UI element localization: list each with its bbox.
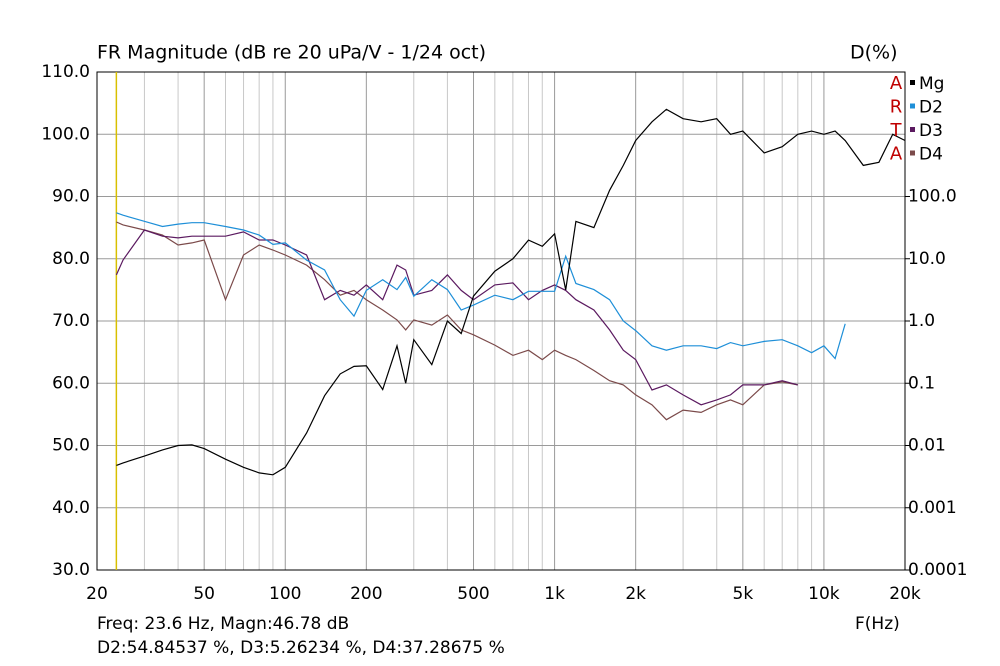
x-tick-label: 20k — [889, 584, 921, 604]
legend-label: Mg — [919, 74, 944, 94]
y-tick-label: 60.0 — [52, 373, 90, 393]
y-tick-label: 40.0 — [52, 498, 90, 518]
x-tick-label: 5k — [733, 584, 754, 604]
y2-tick-label: 10.0 — [908, 249, 946, 269]
y2-tick-label: 1.0 — [908, 311, 935, 331]
y-tick-label: 100.0 — [41, 124, 90, 144]
watermark-letter: A — [890, 73, 903, 94]
x-tick-label: 1k — [544, 584, 565, 604]
x-tick-label: 10k — [808, 584, 840, 604]
y-tick-label: 70.0 — [52, 311, 90, 331]
legend-swatch — [910, 127, 915, 132]
y2-tick-label: 0.01 — [908, 436, 946, 456]
cursor-readout: Freq: 23.6 Hz, Magn:46.78 dB — [97, 614, 349, 634]
legend-swatch — [910, 150, 915, 156]
y-tick-label: 50.0 — [52, 436, 90, 456]
y-tick-label: 110.0 — [41, 62, 90, 82]
series-line — [116, 108, 906, 476]
legend-label: D4 — [919, 145, 943, 165]
distortion-readout: D2:54.84537 %, D3:5.26234 %, D4:37.28675… — [97, 638, 505, 658]
watermark-letter: A — [890, 144, 903, 165]
x-axis-label: F(Hz) — [855, 614, 900, 634]
y2-tick-label: 0.001 — [908, 498, 957, 518]
legend-label: D3 — [919, 121, 943, 141]
y2-tick-label: 0.0001 — [908, 560, 967, 580]
legend-label: D2 — [919, 98, 943, 118]
legend-swatch — [910, 103, 915, 109]
watermark-letter: R — [890, 97, 903, 118]
chart-title: FR Magnitude (dB re 20 uPa/V - 1/24 oct) — [97, 42, 486, 64]
series-line — [116, 212, 846, 360]
x-tick-label: 50 — [193, 584, 215, 604]
y-tick-label: 90.0 — [52, 187, 90, 207]
x-tick-label: 200 — [350, 584, 382, 604]
y2-axis-label: D(%) — [850, 42, 898, 64]
plot-frame — [96, 71, 906, 571]
y-tick-label: 30.0 — [52, 560, 90, 580]
legend-swatch — [910, 80, 915, 85]
x-tick-label: 2k — [625, 584, 646, 604]
watermark-letter: T — [890, 120, 903, 141]
x-tick-label: 100 — [269, 584, 301, 604]
y2-tick-label: 100.0 — [908, 187, 957, 207]
x-tick-label: 500 — [457, 584, 489, 604]
y-tick-label: 80.0 — [52, 249, 90, 269]
y2-tick-label: 0.1 — [908, 373, 935, 393]
series-line — [116, 221, 798, 421]
x-tick-label: 20 — [86, 584, 108, 604]
series-line — [115, 229, 798, 406]
